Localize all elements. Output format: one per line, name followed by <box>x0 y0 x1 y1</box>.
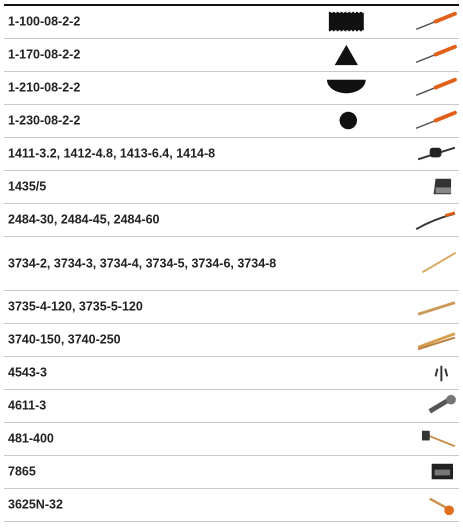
part-number: 1411-3.2, 1412-4.8, 1413-6.4, 1414-8 <box>8 146 216 161</box>
part-number: 3734-2, 3734-3, 3734-4, 3734-5, 3734-6, … <box>8 256 277 270</box>
part-number: 7865 <box>8 464 36 479</box>
tool-image <box>434 365 449 382</box>
part-number: 1-210-08-2-2 <box>8 80 81 95</box>
tool-image <box>415 211 456 231</box>
part-row: 1411-3.2, 1412-4.8, 1413-6.4, 1414-8 <box>4 138 459 171</box>
part-number: 1435/5 <box>8 179 47 194</box>
part-row: 1-230-08-2-2 <box>4 105 459 138</box>
tool-image <box>417 332 456 351</box>
part-number: 1-230-08-2-2 <box>8 113 81 128</box>
tool-image <box>326 77 457 96</box>
part-row: 4611-3 <box>4 390 459 423</box>
tool-image <box>328 11 457 32</box>
part-row: 1435/5 <box>4 171 459 204</box>
tool-image <box>428 394 456 414</box>
part-row: 1-210-08-2-2 <box>4 72 459 105</box>
part-number: 3625N-32 <box>8 497 63 512</box>
part-row: 4543-3 <box>4 357 459 390</box>
tool-image <box>334 44 457 66</box>
tool-image <box>433 178 452 195</box>
part-number: 4543-3 <box>8 365 47 380</box>
part-row: 3740-150, 3740-250 <box>4 324 459 357</box>
part-number: 2484-30, 2484-45, 2484-60 <box>8 212 160 227</box>
part-row: 1-100-08-2-2 <box>4 6 459 39</box>
tool-image <box>421 430 456 448</box>
part-number: 3740-150, 3740-250 <box>8 332 121 347</box>
part-number: 1-170-08-2-2 <box>8 47 81 62</box>
part-row: 3625N-32 <box>4 489 459 522</box>
tool-image <box>421 251 457 274</box>
tool-image <box>429 497 454 516</box>
part-number: 4611-3 <box>8 398 47 413</box>
part-row: 1-170-08-2-2 <box>4 39 459 72</box>
tool-image <box>417 301 456 316</box>
part-number: 1-100-08-2-2 <box>8 14 81 29</box>
tool-image <box>431 463 453 480</box>
part-row: 3734-2, 3734-3, 3734-4, 3734-5, 3734-6, … <box>4 237 459 291</box>
part-row: 3735-4-120, 3735-5-120 <box>4 291 459 324</box>
part-row: 481-400 <box>4 423 459 456</box>
part-number: 3735-4-120, 3735-5-120 <box>8 299 143 314</box>
part-row: 7865 <box>4 456 459 489</box>
tool-image <box>417 146 456 161</box>
part-row: 2484-30, 2484-45, 2484-60 <box>4 204 459 237</box>
tool-image <box>339 110 457 130</box>
part-number: 481-400 <box>8 431 54 446</box>
part-list: 1-100-08-2-2 1-170-08-2-2 1-210-08-2-2 1-23… <box>4 4 459 522</box>
